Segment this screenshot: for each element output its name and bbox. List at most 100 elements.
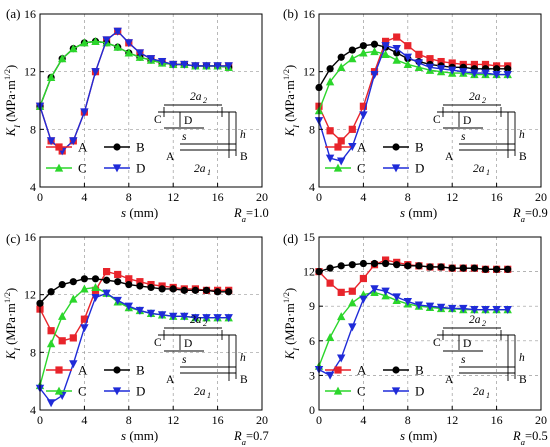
x-tick-label: 0 <box>37 413 43 427</box>
inset-label-top-sub: 2 <box>203 319 207 328</box>
data-point-D <box>448 66 457 75</box>
inset-label-c: C <box>433 114 441 126</box>
data-point-A <box>470 60 478 69</box>
legend: A B C D <box>325 140 424 176</box>
data-point-D <box>69 137 78 146</box>
inset-label-b: B <box>519 151 527 163</box>
legend-marker-B <box>113 143 121 151</box>
x-tick-label: 20 <box>535 190 547 204</box>
data-point-C <box>69 44 78 53</box>
panel-label: (d) <box>283 231 298 246</box>
data-point-D <box>69 360 78 369</box>
data-point-D <box>191 62 200 71</box>
data-point-D <box>492 306 501 315</box>
legend-label-C: C <box>78 161 87 176</box>
data-point-B <box>169 285 177 293</box>
data-point-D <box>392 293 401 302</box>
data-point-B <box>337 262 345 270</box>
x-tick-label: 0 <box>316 413 322 427</box>
data-point-D <box>157 57 167 66</box>
plot-frame <box>39 13 263 188</box>
ratio-label: Ra=1.0 <box>233 206 269 224</box>
data-point-B <box>225 288 233 296</box>
data-point-D <box>470 306 479 315</box>
crack-diagram: 2a 2C Ds hA B2a 1 <box>154 314 248 400</box>
data-point-A <box>114 270 122 279</box>
data-point-A <box>47 327 55 335</box>
inset-label-s: s <box>461 354 466 366</box>
data-point-D <box>80 324 89 333</box>
inset-label-h: h <box>240 352 246 364</box>
data-point-A <box>481 60 490 69</box>
inset-label-bottom-sub: 1 <box>486 391 490 400</box>
inset-label-bottom: 2a <box>194 386 206 398</box>
y-tick-label: 15 <box>303 230 315 244</box>
legend-marker-C <box>333 163 343 172</box>
y-tick-label: 16 <box>24 7 36 21</box>
data-point-D <box>213 314 222 323</box>
data-point-D <box>135 49 145 58</box>
legend-label-D: D <box>136 384 145 399</box>
data-point-B <box>415 262 423 270</box>
legend: A B C D <box>46 140 145 176</box>
data-point-C <box>337 62 346 71</box>
data-point-D <box>213 62 222 71</box>
data-point-D <box>436 65 446 74</box>
legend: A B C D <box>46 363 145 399</box>
x-tick-label: 8 <box>126 413 132 427</box>
x-tick-label: 16 <box>491 190 503 204</box>
legend-marker-B <box>392 143 400 151</box>
data-point-B <box>147 283 155 292</box>
data-point-C <box>91 283 100 292</box>
data-point-A <box>404 42 412 50</box>
data-point-D <box>80 108 89 117</box>
inset-label-b: B <box>240 151 248 163</box>
data-point-D <box>169 312 178 321</box>
x-tick-label: 0 <box>316 190 322 204</box>
data-point-B <box>136 282 144 290</box>
legend-marker-D <box>112 164 122 173</box>
y-tick-label: 4 <box>30 180 36 194</box>
series-D <box>314 42 512 166</box>
data-point-C <box>392 55 401 64</box>
y-tick-label: 16 <box>24 230 36 244</box>
series-line-D <box>318 288 508 377</box>
data-point-B <box>91 275 100 283</box>
data-point-A <box>337 288 345 296</box>
data-point-B <box>459 264 467 272</box>
x-tick-label: 20 <box>256 190 268 204</box>
series-line-B <box>39 278 229 304</box>
data-point-B <box>326 65 334 73</box>
x-tick-label: 12 <box>446 190 458 204</box>
data-point-D <box>503 306 512 315</box>
data-point-D <box>481 69 490 78</box>
inset-label-a: A <box>166 151 175 163</box>
data-point-B <box>47 288 55 296</box>
data-point-B <box>125 280 133 289</box>
data-point-B <box>180 286 188 294</box>
data-point-A <box>58 337 66 345</box>
x-tick-label: 16 <box>491 413 503 427</box>
plot-frame <box>318 236 542 411</box>
x-tick-label: 0 <box>37 190 43 204</box>
data-point-D <box>381 287 390 296</box>
legend-label-B: B <box>415 363 424 378</box>
y-axis-label: KI (MPa·m1/2) <box>281 288 301 360</box>
inset-label-bottom-sub: 1 <box>207 391 211 400</box>
inset-label-b: B <box>240 374 248 386</box>
data-point-A <box>103 268 111 276</box>
data-point-D <box>414 59 424 68</box>
data-point-A <box>348 125 356 133</box>
data-point-B <box>348 261 356 269</box>
data-point-D <box>325 371 335 380</box>
y-tick-label: 4 <box>30 403 36 417</box>
legend-marker-A <box>334 366 342 374</box>
legend-label-A: A <box>357 363 367 378</box>
inset-label-c: C <box>154 114 162 126</box>
data-point-C <box>325 77 335 86</box>
x-tick-label: 8 <box>405 413 411 427</box>
x-tick-label: 20 <box>256 413 268 427</box>
series-A <box>36 27 233 155</box>
data-point-D <box>348 323 357 332</box>
